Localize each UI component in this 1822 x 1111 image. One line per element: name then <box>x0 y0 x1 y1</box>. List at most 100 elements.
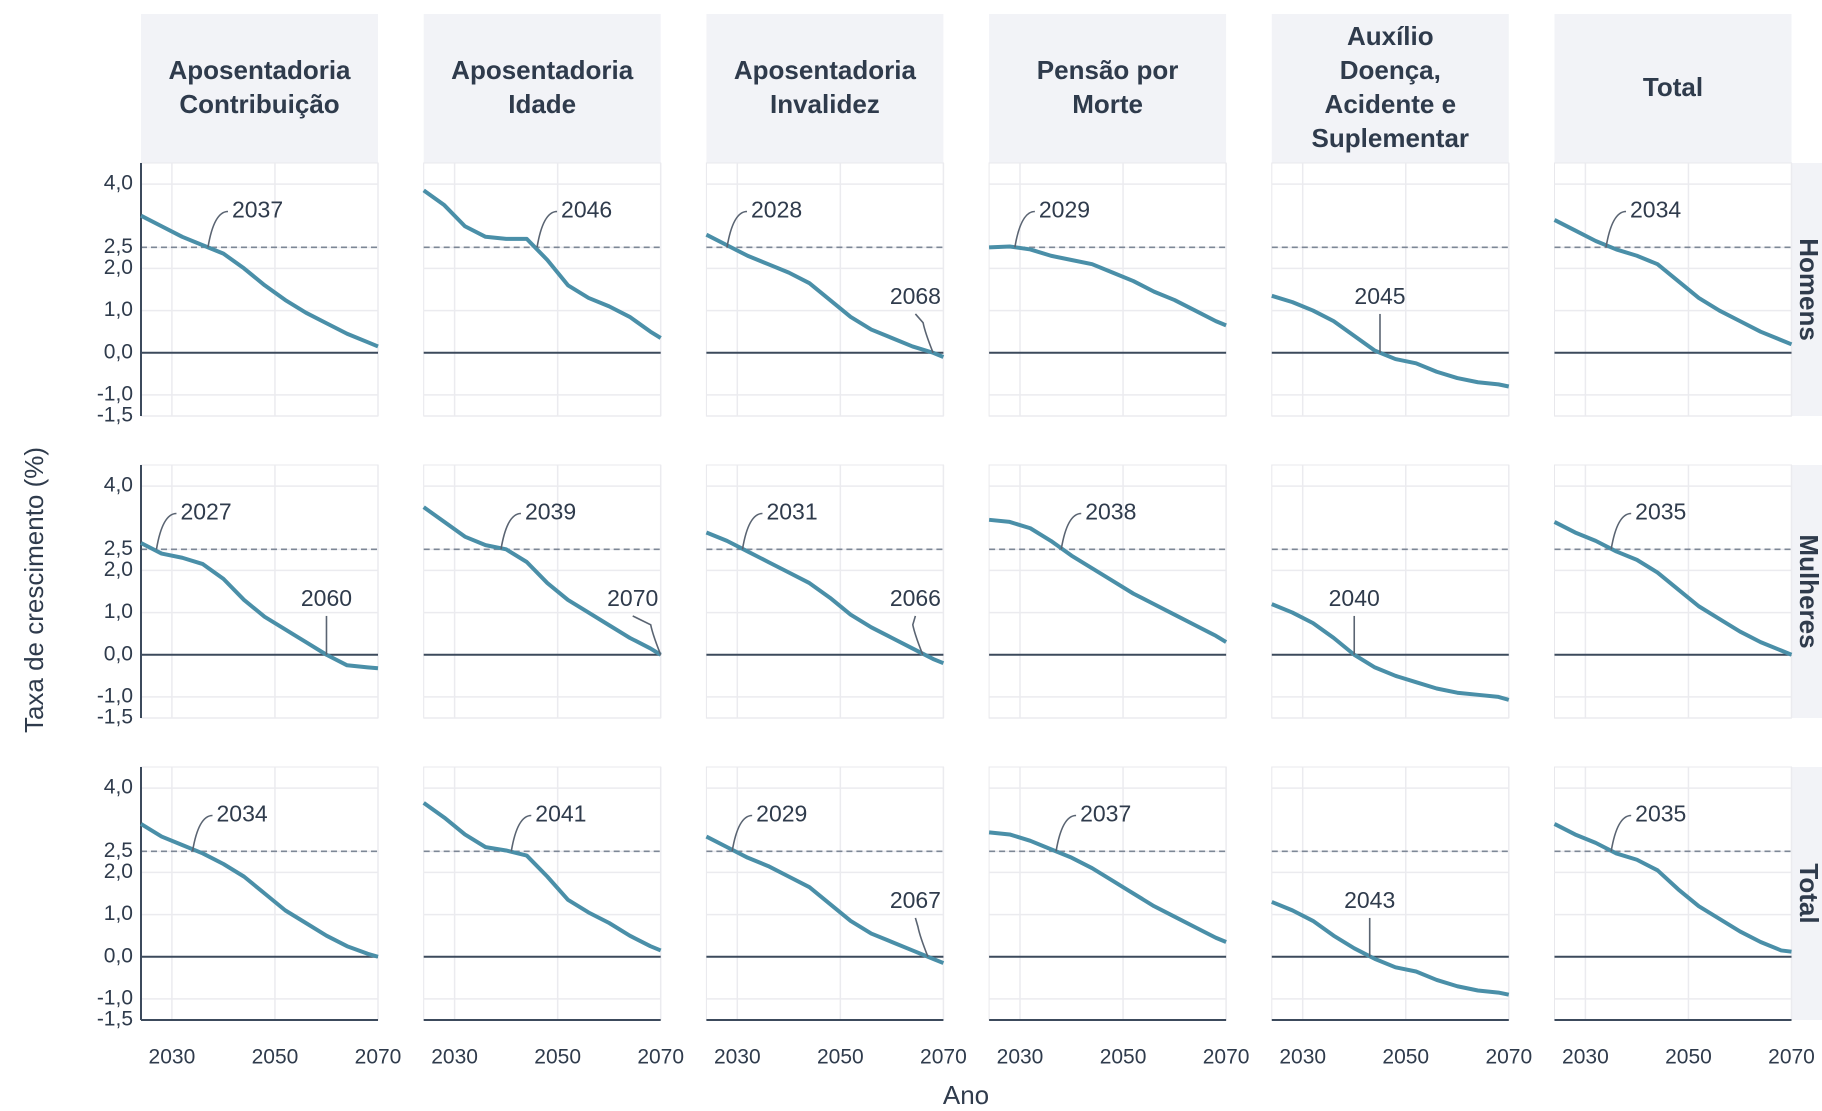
column-title: Contribuição <box>179 89 339 119</box>
panel-background <box>1554 766 1792 1021</box>
column-title: Invalidez <box>770 89 880 119</box>
column-strip <box>141 14 378 163</box>
panel: 2028 2068 <box>705 162 945 417</box>
column-title: Aposentadoria <box>734 55 917 85</box>
panel: 2041 <box>422 766 662 1021</box>
annotation-label: 2043 <box>1344 887 1395 913</box>
y-tick-label: 2,0 <box>104 558 133 581</box>
y-tick-label: 4,0 <box>104 776 133 799</box>
y-tick-label: 0,0 <box>104 642 133 665</box>
panel: 2031 2066 <box>705 464 945 719</box>
annotation-label: 2031 <box>766 499 817 525</box>
x-tick-label: 2050 <box>1100 1046 1147 1069</box>
annotation-label: 2070 <box>607 585 658 611</box>
annotation-leader <box>1610 512 1632 550</box>
panel-background <box>1271 766 1510 1021</box>
column-title: Auxílio <box>1347 21 1434 51</box>
series-line <box>1553 218 1793 347</box>
annotation-leader <box>1605 210 1627 248</box>
panel: 2029 <box>988 162 1227 417</box>
column-strip <box>989 14 1227 163</box>
annotation-leader <box>1610 814 1632 852</box>
y-tick-label: 2,0 <box>104 256 133 279</box>
annotation-label: 2040 <box>1329 585 1380 611</box>
panel: 2045 <box>1271 162 1510 417</box>
series-line <box>705 530 945 666</box>
annotation-leader <box>155 512 177 550</box>
y-tick-label: 2,5 <box>104 537 133 560</box>
annotation-leader <box>1014 210 1035 248</box>
annotation-label: 2029 <box>1039 197 1090 223</box>
panel-background <box>1271 162 1510 417</box>
panel: 2035 <box>1553 464 1793 719</box>
series-line <box>1553 520 1793 657</box>
series-line <box>139 822 379 959</box>
panel: 2046 <box>422 162 662 417</box>
panel: 2037 <box>988 766 1227 1021</box>
series-line <box>1271 900 1510 997</box>
panel-background <box>705 766 944 1021</box>
panel-background <box>423 162 662 417</box>
y-axis-title: Taxa de crescimento (%) <box>19 447 49 733</box>
y-tick-label: 2,5 <box>104 839 133 862</box>
panel: 2034 <box>1553 162 1793 417</box>
x-tick-label: 2070 <box>1485 1046 1532 1069</box>
annotation-label: 2068 <box>890 283 941 309</box>
annotation-leader <box>510 814 532 852</box>
annotation-leader <box>741 512 763 550</box>
series-line <box>705 232 945 359</box>
x-tick-label: 2050 <box>817 1046 864 1069</box>
series-line <box>140 541 379 671</box>
column-title: Aposentadoria <box>168 55 351 85</box>
column-title: Doença, <box>1340 55 1441 85</box>
panel-background <box>1554 162 1792 417</box>
y-tick-label: -1,5 <box>97 1008 133 1031</box>
column-strip <box>1554 14 1792 163</box>
y-tick-label: 2,0 <box>104 860 133 883</box>
x-tick-label: 2030 <box>997 1046 1044 1069</box>
panel: 2037 <box>140 162 379 417</box>
annotation-label: 2046 <box>561 197 612 223</box>
y-tick-label: 0,0 <box>104 340 133 363</box>
series-line <box>1271 293 1510 389</box>
x-tick-label: 2070 <box>1768 1046 1815 1069</box>
annotation-leader <box>911 615 924 656</box>
annotation-leader <box>500 512 522 550</box>
x-tick-label: 2030 <box>149 1046 196 1069</box>
panel: 2039 2070 <box>422 464 662 719</box>
column-title: Total <box>1643 72 1703 102</box>
y-tick-label: -1,0 <box>97 986 133 1009</box>
series-line <box>422 801 662 953</box>
y-tick-label: 2,5 <box>104 235 133 258</box>
series-line <box>988 517 1228 644</box>
column-title: Suplementar <box>1312 123 1470 153</box>
panel-background <box>988 766 1227 1021</box>
annotation-leader <box>914 313 934 354</box>
annotation-label: 2027 <box>180 499 231 525</box>
annotation-label: 2028 <box>751 197 802 223</box>
panel: 2034 <box>139 766 379 1021</box>
row-strip <box>1792 163 1822 416</box>
x-axis-title: Ano <box>943 1080 989 1110</box>
x-tick-label: 2030 <box>1562 1046 1609 1069</box>
annotation-label: 2066 <box>890 585 941 611</box>
y-tick-label: 1,0 <box>104 902 133 925</box>
panel-background <box>988 464 1227 719</box>
annotation-leader <box>536 210 558 248</box>
y-tick-label: 4,0 <box>104 474 133 497</box>
annotation-label: 2041 <box>535 801 586 827</box>
column-strip <box>706 14 944 163</box>
annotation-leader <box>731 814 753 852</box>
column-strip <box>423 14 661 163</box>
panel-background <box>423 766 662 1021</box>
x-tick-label: 2030 <box>714 1046 761 1069</box>
panel: 2040 <box>1271 464 1510 719</box>
annotation-leader <box>632 615 662 656</box>
x-tick-label: 2050 <box>534 1046 581 1069</box>
x-tick-label: 2070 <box>355 1046 402 1069</box>
y-tick-label: -1,5 <box>97 706 133 729</box>
series-line <box>1553 822 1792 954</box>
y-tick-label: 4,0 <box>104 172 133 195</box>
column-title: Pensão por <box>1037 55 1179 85</box>
